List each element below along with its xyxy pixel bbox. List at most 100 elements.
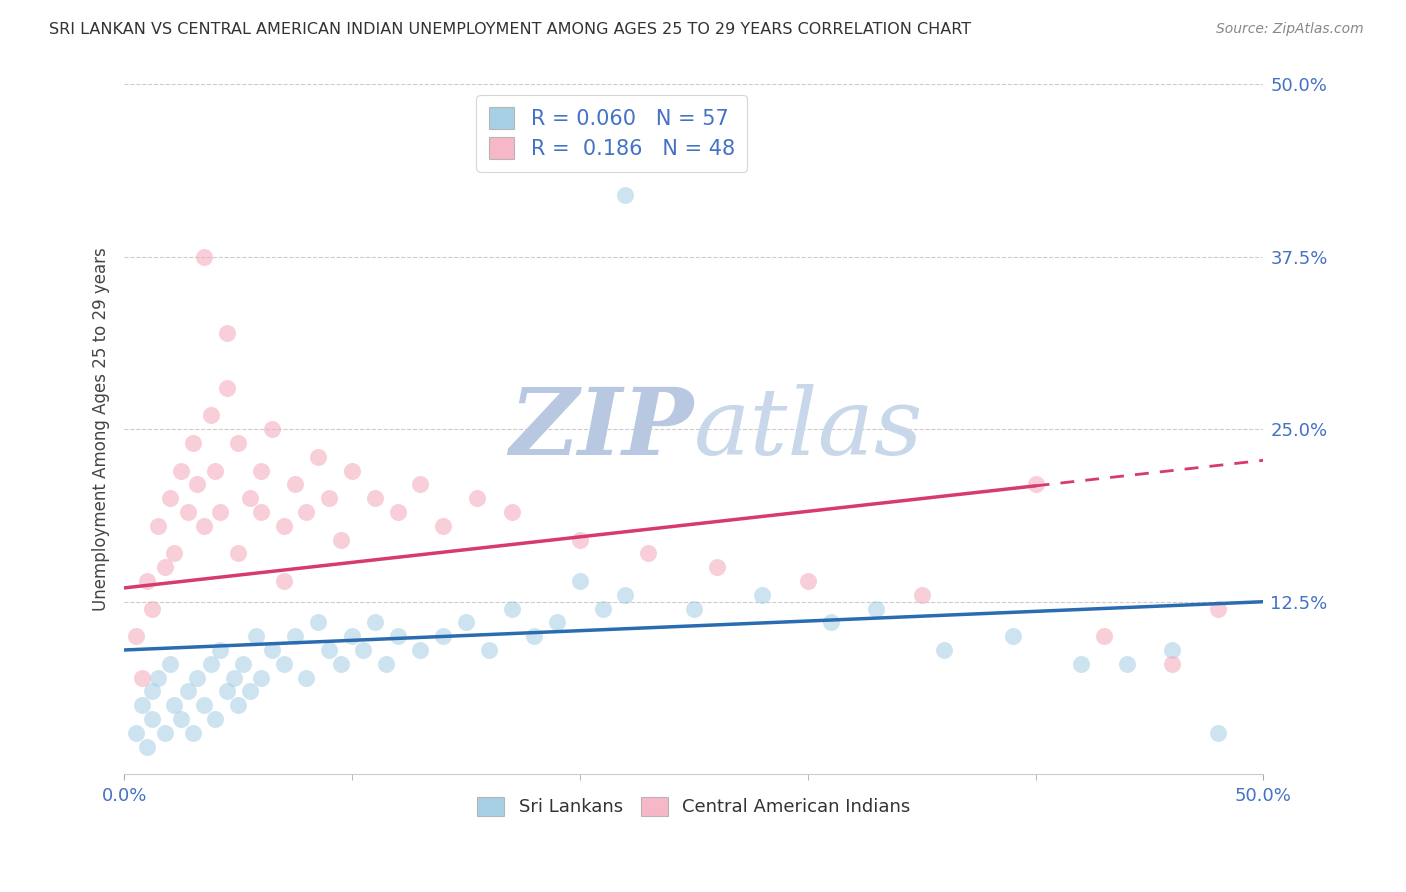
Point xyxy=(432,519,454,533)
Point xyxy=(186,671,208,685)
Point xyxy=(352,643,374,657)
Point xyxy=(568,574,591,588)
Point xyxy=(478,643,501,657)
Point xyxy=(568,533,591,547)
Point xyxy=(467,491,489,506)
Point xyxy=(1206,601,1229,615)
Point xyxy=(329,533,352,547)
Point xyxy=(364,615,387,630)
Point xyxy=(193,519,215,533)
Text: atlas: atlas xyxy=(693,384,924,475)
Text: SRI LANKAN VS CENTRAL AMERICAN INDIAN UNEMPLOYMENT AMONG AGES 25 TO 29 YEARS COR: SRI LANKAN VS CENTRAL AMERICAN INDIAN UN… xyxy=(49,22,972,37)
Point xyxy=(200,657,222,671)
Point xyxy=(200,409,222,423)
Point xyxy=(141,684,163,698)
Point xyxy=(170,712,193,726)
Point xyxy=(682,601,704,615)
Point xyxy=(1206,725,1229,739)
Point xyxy=(284,629,307,643)
Point xyxy=(432,629,454,643)
Point xyxy=(1115,657,1137,671)
Point xyxy=(193,698,215,713)
Point xyxy=(501,505,523,519)
Point xyxy=(387,629,409,643)
Point xyxy=(136,739,159,754)
Point xyxy=(820,615,842,630)
Point xyxy=(865,601,887,615)
Point xyxy=(614,588,637,602)
Point xyxy=(318,643,340,657)
Point xyxy=(318,491,340,506)
Point xyxy=(637,546,659,560)
Point xyxy=(751,588,773,602)
Point xyxy=(307,450,329,464)
Point xyxy=(163,546,186,560)
Point xyxy=(245,629,267,643)
Point xyxy=(273,519,295,533)
Point xyxy=(307,615,329,630)
Point xyxy=(222,671,245,685)
Point xyxy=(159,657,181,671)
Point xyxy=(124,629,146,643)
Point xyxy=(614,187,637,202)
Point xyxy=(409,477,432,491)
Point xyxy=(186,477,208,491)
Point xyxy=(250,671,273,685)
Point xyxy=(141,712,163,726)
Point xyxy=(215,381,238,395)
Point xyxy=(208,643,231,657)
Point xyxy=(1025,477,1047,491)
Point xyxy=(387,505,409,519)
Point xyxy=(204,712,226,726)
Point xyxy=(262,422,284,436)
Point xyxy=(1070,657,1092,671)
Point xyxy=(364,491,387,506)
Point xyxy=(284,477,307,491)
Point xyxy=(295,505,318,519)
Point xyxy=(141,601,163,615)
Y-axis label: Unemployment Among Ages 25 to 29 years: Unemployment Among Ages 25 to 29 years xyxy=(93,247,110,611)
Point xyxy=(238,684,260,698)
Point xyxy=(454,615,477,630)
Point xyxy=(501,601,523,615)
Point xyxy=(1161,657,1184,671)
Point xyxy=(215,326,238,340)
Point xyxy=(215,684,238,698)
Point xyxy=(273,657,295,671)
Point xyxy=(340,464,363,478)
Point xyxy=(262,643,284,657)
Point xyxy=(796,574,818,588)
Point xyxy=(226,436,249,450)
Point xyxy=(273,574,295,588)
Point xyxy=(204,464,226,478)
Point xyxy=(177,505,200,519)
Point xyxy=(911,588,934,602)
Point xyxy=(136,574,159,588)
Point xyxy=(238,491,260,506)
Point xyxy=(1001,629,1024,643)
Point xyxy=(523,629,546,643)
Legend: Sri Lankans, Central American Indians: Sri Lankans, Central American Indians xyxy=(470,790,918,823)
Point xyxy=(131,698,153,713)
Point xyxy=(329,657,352,671)
Text: Source: ZipAtlas.com: Source: ZipAtlas.com xyxy=(1216,22,1364,37)
Point xyxy=(131,671,153,685)
Point xyxy=(226,546,249,560)
Point xyxy=(155,725,177,739)
Point xyxy=(934,643,956,657)
Point xyxy=(375,657,398,671)
Point xyxy=(148,519,170,533)
Point xyxy=(1161,643,1184,657)
Point xyxy=(1092,629,1115,643)
Point xyxy=(250,505,273,519)
Point xyxy=(340,629,363,643)
Point xyxy=(208,505,231,519)
Point xyxy=(170,464,193,478)
Point xyxy=(159,491,181,506)
Point xyxy=(155,560,177,574)
Point xyxy=(295,671,318,685)
Point xyxy=(163,698,186,713)
Text: ZIP: ZIP xyxy=(509,384,693,475)
Point xyxy=(706,560,728,574)
Point xyxy=(232,657,254,671)
